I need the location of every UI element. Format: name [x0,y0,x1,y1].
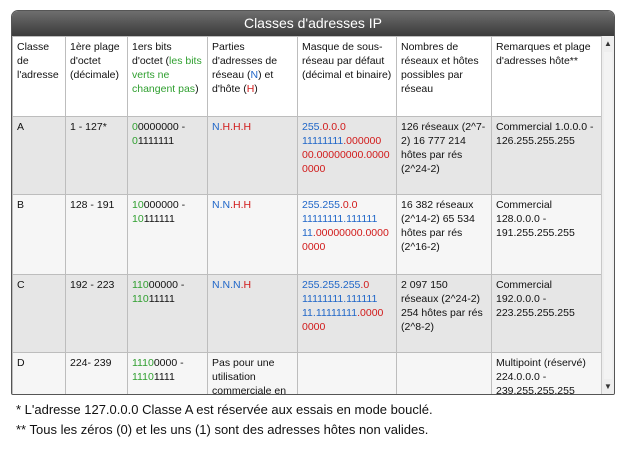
header-mask: Masque de sous-réseau par défaut (décima… [297,36,397,117]
table-row: C 192 - 223 11000000 -11011111 N.N.N.H 2… [12,274,602,353]
header-range: 1ère plage d'octet (décimale) [65,36,128,117]
cell-counts: 16 382 réseaux (2^14-2) 65 534 hôtes par… [396,194,492,275]
table-row: D 224- 239 11100000 -11101111 Pas pour u… [12,352,602,394]
footnotes: * L'adresse 127.0.0.0 Classe A est réser… [16,400,433,440]
scrollbar-track[interactable] [604,52,612,379]
cell-class: A [12,116,66,195]
cell-parts: Pas pour une utilisation commerciale en … [207,352,298,394]
cell-class: C [12,274,66,353]
vertical-scrollbar[interactable]: ▲ ▼ [601,36,614,394]
cell-parts: N.N.H.H [207,194,298,275]
cell-parts: N.H.H.H [207,116,298,195]
panel-title: Classes d'adresses IP [12,11,614,36]
cell-mask [297,352,397,394]
cell-bits: 10000000 -10111111 [127,194,208,275]
header-class: Classe de l'adresse [12,36,66,117]
cell-range: 192 - 223 [65,274,128,353]
header-parts: Parties d'adresses de réseau (N) et d'hô… [207,36,298,117]
cell-bits: 00000000 -01111111 [127,116,208,195]
header-remarks: Remarques et plage d'adresses hôte** [491,36,602,117]
cell-counts [396,352,492,394]
footnote-loopback: * L'adresse 127.0.0.0 Classe A est réser… [16,402,433,417]
footnote-invalid-hosts: ** Tous les zéros (0) et les uns (1) son… [16,422,429,437]
table-header-row: Classe de l'adresse 1ère plage d'octet (… [12,36,602,117]
cell-remarks: Multipoint (réservé) 224.0.0.0 - 239.255… [491,352,602,394]
cell-counts: 2 097 150 réseaux (2^24-2) 254 hôtes par… [396,274,492,353]
cell-bits: 11100000 -11101111 [127,352,208,394]
ip-classes-panel: Classes d'adresses IP Classe de l'adress… [11,10,615,395]
scroll-up-icon[interactable]: ▲ [604,39,612,48]
cell-range: 128 - 191 [65,194,128,275]
cell-bits: 11000000 -11011111 [127,274,208,353]
cell-remarks: Commercial 192.0.0.0 - 223.255.255.255 [491,274,602,353]
cell-range: 1 - 127* [65,116,128,195]
cell-counts: 126 réseaux (2^7-2) 16 777 214 hôtes par… [396,116,492,195]
header-counts: Nombres de réseaux et hôtes possibles pa… [396,36,492,117]
table-viewport[interactable]: Classe de l'adresse 1ère plage d'octet (… [12,36,602,394]
ip-classes-table: Classe de l'adresse 1ère plage d'octet (… [12,36,602,394]
table-row: B 128 - 191 10000000 -10111111 N.N.H.H 2… [12,194,602,275]
cell-mask: 255.255.0.0 11111111.111111 11.00000000.00… [297,194,397,275]
cell-class: D [12,352,66,394]
scroll-down-icon[interactable]: ▼ [604,382,612,391]
cell-remarks: Commercial 1.0.0.0 - 126.255.255.255 [491,116,602,195]
cell-mask: 255.255.255.0 11111111.111111 11.11111111.… [297,274,397,353]
table-row: A 1 - 127* 00000000 -01111111 N.H.H.H 25… [12,116,602,195]
header-bits: 1ers bits d'octet (les bits verts ne cha… [127,36,208,117]
cell-parts: N.N.N.H [207,274,298,353]
cell-remarks: Commercial 128.0.0.0 - 191.255.255.255 [491,194,602,275]
cell-class: B [12,194,66,275]
cell-range: 224- 239 [65,352,128,394]
cell-mask: 255.0.0.0 11111111.000000 00.00000000.0000… [297,116,397,195]
